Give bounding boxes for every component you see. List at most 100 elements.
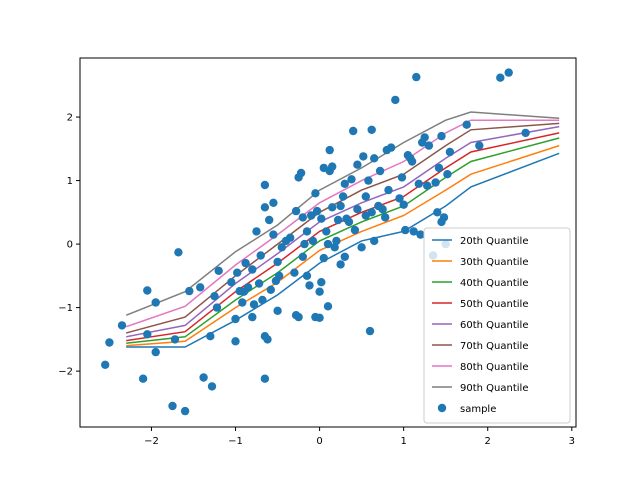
sample-point [290, 268, 299, 277]
sample-point [249, 300, 259, 309]
sample-point [319, 253, 328, 263]
sample-point [333, 215, 343, 225]
sample-point [424, 141, 434, 150]
sample-point [412, 72, 421, 82]
sample-point [210, 292, 219, 301]
sample-point [308, 236, 318, 246]
y-tick-label: 1 [67, 176, 73, 187]
legend-swatch [437, 403, 447, 413]
sample-point [409, 227, 418, 236]
sample-point [269, 198, 278, 207]
sample-point [101, 360, 110, 369]
sample-point [298, 252, 307, 261]
sample-point [265, 215, 274, 225]
sample-point [437, 131, 446, 141]
sample-point [294, 312, 303, 322]
sample-point [307, 211, 316, 220]
sample-point [199, 373, 208, 382]
sample-point [252, 227, 261, 236]
sample-point [330, 243, 339, 252]
sample-point [439, 213, 449, 222]
sample-point [353, 205, 362, 214]
series-line-8 [125, 111, 560, 316]
legend-label: 20th Quantile [460, 236, 528, 247]
legend: 20th Quantile 30th Quantile 40th Quantile 5… [423, 227, 571, 424]
sample-point [296, 168, 306, 178]
sample-point [323, 239, 333, 249]
sample-point [322, 227, 331, 236]
sample-point [353, 160, 362, 169]
sample-point [361, 192, 370, 201]
sample-point [269, 230, 278, 239]
sample-point [298, 213, 307, 222]
sample-point [291, 206, 301, 216]
legend-label: sample [460, 404, 496, 415]
sample-point [375, 166, 385, 176]
legend-label: 50th Quantile [460, 299, 528, 310]
sample-point [433, 208, 442, 217]
sample-point [340, 252, 349, 261]
plot-frame [79, 57, 577, 428]
sample-point [207, 382, 217, 391]
sample-point [434, 163, 444, 173]
sample-point [315, 287, 324, 296]
sample-point [443, 170, 452, 179]
sample-point [241, 258, 250, 268]
series-line-6 [126, 122, 560, 334]
sample-point [260, 180, 270, 190]
x-tick-label: 1 [400, 436, 406, 447]
sample-point [370, 154, 379, 163]
sample-point [338, 192, 348, 201]
sample-point [180, 406, 190, 416]
sample-point [521, 128, 530, 138]
sample-point [248, 312, 257, 322]
sample-point [206, 332, 215, 341]
sample-point [143, 286, 152, 295]
sample-point [423, 181, 432, 190]
sample-point [151, 298, 160, 307]
sample-point [384, 185, 393, 195]
x-tick-label: 2 [485, 436, 491, 447]
sample-point [263, 335, 272, 344]
legend-label: 80th Quantile [460, 362, 528, 373]
sample-point [367, 208, 376, 217]
sample-point [401, 225, 410, 235]
series-line-7 [125, 119, 560, 328]
sample-point [323, 302, 333, 311]
sample-point [347, 175, 356, 184]
sample-point [336, 260, 345, 269]
legend-label: 60th Quantile [460, 320, 528, 331]
sample-point [416, 230, 425, 239]
sample-point [227, 278, 236, 287]
sample-point [475, 141, 484, 150]
sample-point [311, 189, 320, 198]
sample-point [174, 248, 183, 257]
sample-point [328, 162, 337, 171]
sample-point [243, 283, 253, 292]
sample-point [302, 271, 312, 280]
x-tick-label: 3 [569, 436, 575, 447]
sample-point [260, 374, 270, 383]
sample-point [317, 278, 326, 287]
sample-point [349, 126, 358, 136]
series-line-5 [126, 125, 560, 338]
y-tick-label: −1 [58, 303, 73, 314]
sample-point [496, 73, 505, 82]
sample-point [431, 178, 440, 187]
series-line-2 [126, 144, 560, 347]
legend-label: 40th Quantile [460, 278, 528, 289]
x-tick-label: −2 [144, 436, 159, 447]
sample-point [185, 286, 194, 296]
sample-point [248, 265, 257, 274]
sample-point [420, 133, 429, 142]
sample-point [260, 203, 270, 212]
legend-label: 30th Quantile [460, 257, 528, 268]
sample-point [367, 125, 376, 134]
y-tick-label: 0 [67, 240, 73, 251]
sample-point [196, 283, 205, 292]
sample-point [328, 203, 337, 212]
sample-point [462, 120, 471, 129]
y-tick-label: 2 [67, 113, 73, 124]
x-axis-ticks: −2 −1 0 1 2 3 [144, 427, 575, 447]
series-line-3 [126, 137, 560, 344]
